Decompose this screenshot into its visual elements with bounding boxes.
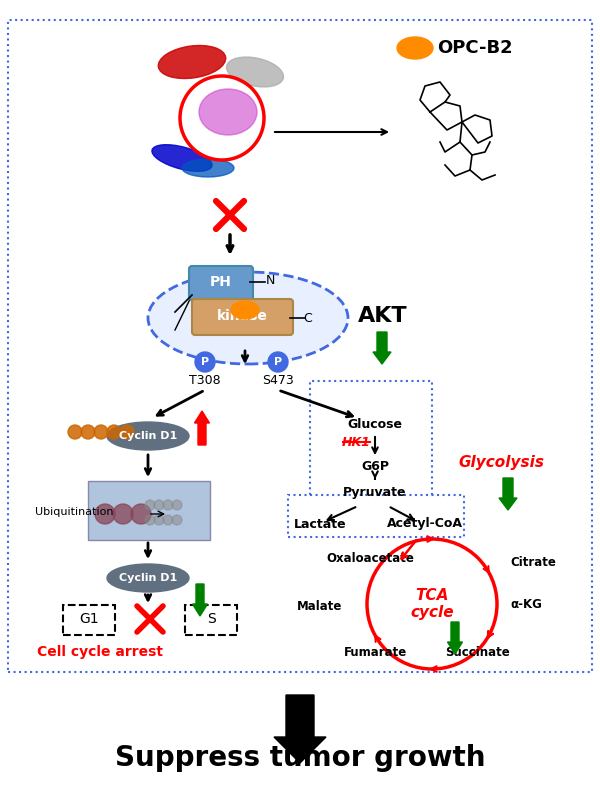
Text: Ubiquitination: Ubiquitination <box>35 507 113 517</box>
Text: C: C <box>304 311 313 325</box>
Circle shape <box>163 515 173 525</box>
FancyArrow shape <box>373 332 391 364</box>
Text: TCA: TCA <box>415 588 449 604</box>
Text: Glucose: Glucose <box>347 417 403 431</box>
Text: T308: T308 <box>189 374 221 386</box>
FancyBboxPatch shape <box>288 495 464 537</box>
FancyBboxPatch shape <box>185 605 237 635</box>
Ellipse shape <box>158 45 226 78</box>
Text: G6P: G6P <box>361 459 389 473</box>
Text: Suppress tumor growth: Suppress tumor growth <box>115 744 485 772</box>
Circle shape <box>81 425 95 439</box>
Text: S473: S473 <box>262 374 294 386</box>
FancyBboxPatch shape <box>63 605 115 635</box>
Text: Succinate: Succinate <box>446 645 511 658</box>
FancyArrow shape <box>499 478 517 510</box>
Text: HK1: HK1 <box>341 436 370 448</box>
Ellipse shape <box>231 301 259 319</box>
Text: P: P <box>201 357 209 367</box>
Circle shape <box>107 425 121 439</box>
Ellipse shape <box>199 89 257 135</box>
Text: Cyclin D1: Cyclin D1 <box>119 431 177 441</box>
Circle shape <box>154 515 164 525</box>
Text: cycle: cycle <box>410 604 454 619</box>
Circle shape <box>154 500 164 510</box>
Ellipse shape <box>107 564 189 592</box>
Circle shape <box>145 500 155 510</box>
Circle shape <box>120 425 134 439</box>
Circle shape <box>195 352 215 372</box>
Text: OPC-B2: OPC-B2 <box>437 39 512 57</box>
Text: Glycolysis: Glycolysis <box>458 455 544 470</box>
Text: G1: G1 <box>79 612 99 626</box>
Circle shape <box>172 500 182 510</box>
Circle shape <box>268 352 288 372</box>
Ellipse shape <box>152 145 212 171</box>
Text: kinase: kinase <box>217 309 268 323</box>
Circle shape <box>94 425 108 439</box>
Ellipse shape <box>107 422 189 450</box>
Text: AKT: AKT <box>358 306 407 326</box>
Circle shape <box>163 500 173 510</box>
Ellipse shape <box>182 159 234 177</box>
FancyArrow shape <box>193 584 208 616</box>
Text: Lactate: Lactate <box>293 517 346 531</box>
FancyBboxPatch shape <box>189 266 253 300</box>
Text: P: P <box>274 357 282 367</box>
Text: Cell cycle arrest: Cell cycle arrest <box>37 645 163 659</box>
Circle shape <box>95 504 115 524</box>
FancyArrow shape <box>448 622 463 654</box>
Text: Malate: Malate <box>296 600 342 612</box>
FancyBboxPatch shape <box>88 481 210 540</box>
Circle shape <box>68 425 82 439</box>
Text: N: N <box>265 273 275 287</box>
Text: S: S <box>206 612 215 626</box>
Text: Acetyl-CoA: Acetyl-CoA <box>387 517 463 531</box>
Text: PH: PH <box>210 275 232 289</box>
Ellipse shape <box>148 272 348 364</box>
Circle shape <box>172 515 182 525</box>
FancyArrow shape <box>194 411 209 445</box>
FancyBboxPatch shape <box>310 381 432 500</box>
FancyBboxPatch shape <box>192 299 293 335</box>
Circle shape <box>145 515 155 525</box>
Circle shape <box>131 504 151 524</box>
Text: Oxaloacetate: Oxaloacetate <box>326 551 414 565</box>
FancyArrow shape <box>274 695 326 763</box>
Text: Citrate: Citrate <box>510 555 556 569</box>
Text: Cyclin D1: Cyclin D1 <box>119 573 177 583</box>
Text: Fumarate: Fumarate <box>344 645 407 658</box>
Circle shape <box>113 504 133 524</box>
Text: Pyruvate: Pyruvate <box>343 485 407 498</box>
Circle shape <box>367 539 497 669</box>
Ellipse shape <box>226 57 284 87</box>
Ellipse shape <box>397 37 433 59</box>
Text: α-KG: α-KG <box>510 597 542 611</box>
